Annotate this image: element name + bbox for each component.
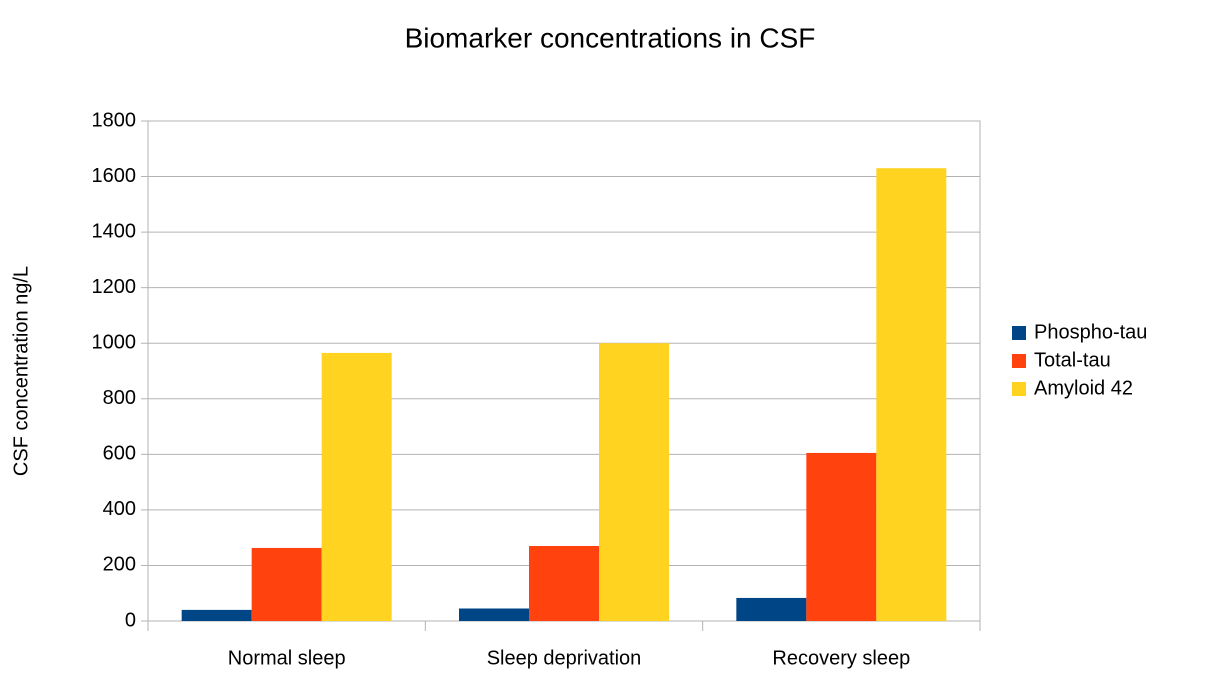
y-tick-label: 800 [103, 387, 136, 409]
y-tick-label: 1400 [92, 220, 137, 242]
bar [181, 609, 252, 621]
y-tick-label: 1800 [92, 109, 137, 131]
legend-swatch [1012, 326, 1026, 340]
x-tick-label: Sleep deprivation [487, 647, 642, 669]
legend-swatch [1012, 382, 1026, 396]
bar [321, 352, 392, 621]
chart-title: Biomarker concentrations in CSF [405, 22, 816, 53]
y-tick-label: 1600 [92, 165, 137, 187]
x-tick-label: Recovery sleep [772, 647, 910, 669]
bar [529, 546, 599, 621]
legend-label: Amyloid 42 [1034, 377, 1133, 399]
bar [251, 547, 322, 621]
y-tick-label: 200 [103, 554, 136, 576]
x-tick-label: Normal sleep [228, 647, 346, 669]
y-tick-label: 0 [125, 609, 136, 631]
bar [736, 597, 807, 621]
bar [806, 452, 877, 621]
y-tick-label: 600 [103, 443, 136, 465]
y-axis-label: CSF concentration ng/L [10, 266, 32, 476]
bar [876, 168, 947, 621]
y-tick-label: 1000 [92, 332, 137, 354]
legend-swatch [1012, 354, 1026, 368]
bar [599, 343, 669, 621]
legend-label: Total-tau [1034, 349, 1111, 371]
y-tick-label: 1200 [92, 276, 137, 298]
y-tick-label: 400 [103, 498, 136, 520]
bar [459, 608, 529, 621]
legend-label: Phospho-tau [1034, 321, 1147, 343]
